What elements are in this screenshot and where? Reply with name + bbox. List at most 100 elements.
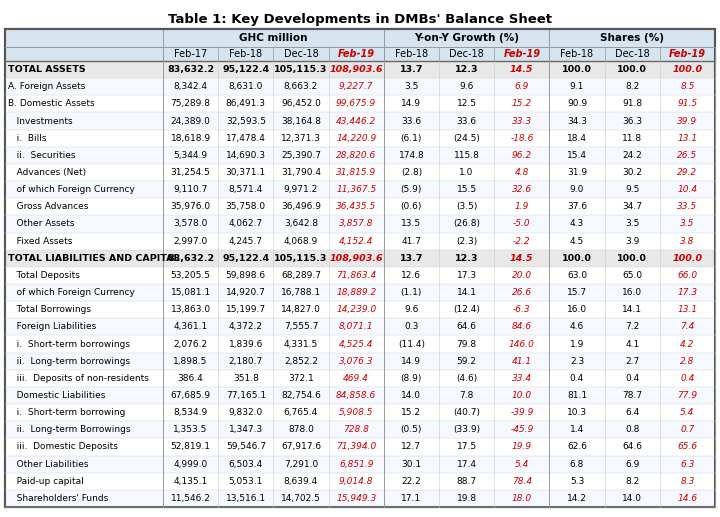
Text: 31.9: 31.9 [567,168,587,177]
Text: 15.7: 15.7 [567,288,587,297]
Text: ii.  Long-term borrowings: ii. Long-term borrowings [8,357,130,366]
Bar [5,216,715,233]
Text: 878.0: 878.0 [288,425,314,434]
Text: 6.8: 6.8 [570,460,584,468]
Text: 3,857.8: 3,857.8 [339,219,374,229]
Text: 0.4: 0.4 [680,374,695,383]
Text: 9.1: 9.1 [570,82,584,91]
Bar [5,78,715,95]
Text: 17.5: 17.5 [456,443,477,451]
Text: 6,503.4: 6,503.4 [229,460,263,468]
Text: 25,390.7: 25,390.7 [281,151,321,160]
Text: 84.6: 84.6 [512,323,532,331]
Text: 12,371.3: 12,371.3 [281,134,321,143]
Text: 81.1: 81.1 [567,391,587,400]
Text: 41.7: 41.7 [402,237,421,246]
Text: 14.0: 14.0 [402,391,421,400]
Text: 28,820.6: 28,820.6 [336,151,377,160]
Text: 3.5: 3.5 [625,219,639,229]
Text: 4,525.4: 4,525.4 [339,340,374,348]
Text: 8,071.1: 8,071.1 [339,323,374,331]
Text: 1.4: 1.4 [570,425,584,434]
Text: 90.9: 90.9 [567,99,587,109]
Text: 29.2: 29.2 [678,168,698,177]
Text: 91.8: 91.8 [622,99,642,109]
Text: 38,164.8: 38,164.8 [281,116,321,126]
Bar [5,387,715,404]
Text: 1,898.5: 1,898.5 [174,357,208,366]
Text: (4.6): (4.6) [456,374,477,383]
Text: 1,353.5: 1,353.5 [174,425,208,434]
Text: 4,372.2: 4,372.2 [229,323,263,331]
Text: Other Liabilities: Other Liabilities [8,460,89,468]
Text: 19.8: 19.8 [456,494,477,503]
Bar [5,301,715,318]
Bar [5,130,715,147]
Text: 14.9: 14.9 [402,357,421,366]
Text: 115.8: 115.8 [454,151,480,160]
Text: 14.2: 14.2 [567,494,587,503]
Text: 17.3: 17.3 [678,288,698,297]
Text: 36,435.5: 36,435.5 [336,202,377,211]
Text: -39.9: -39.9 [510,408,534,417]
Text: 12.5: 12.5 [456,99,477,109]
Text: Y-on-Y Growth (%): Y-on-Y Growth (%) [414,33,519,43]
Text: 1.9: 1.9 [515,202,529,211]
Text: iii.  Deposits of non-residents: iii. Deposits of non-residents [8,374,149,383]
Text: 4.8: 4.8 [515,168,529,177]
Text: (8.9): (8.9) [401,374,422,383]
Text: Dec-18: Dec-18 [615,49,649,59]
Text: 14,827.0: 14,827.0 [281,305,321,314]
Bar [5,95,715,113]
Bar [5,147,715,164]
Text: TOTAL ASSETS: TOTAL ASSETS [8,65,86,74]
Text: 14,220.9: 14,220.9 [336,134,377,143]
Text: 2.3: 2.3 [570,357,584,366]
Text: 4.3: 4.3 [570,219,584,229]
Text: 30.1: 30.1 [401,460,421,468]
Text: 6.3: 6.3 [680,460,695,468]
Text: 372.1: 372.1 [288,374,314,383]
Text: 8,534.9: 8,534.9 [174,408,208,417]
Text: 10.4: 10.4 [678,185,698,194]
Text: 14.5: 14.5 [510,65,534,74]
Text: 62.6: 62.6 [567,443,587,451]
Text: Fixed Assets: Fixed Assets [8,237,73,246]
Text: 108,903.6: 108,903.6 [329,65,383,74]
Text: 174.8: 174.8 [399,151,424,160]
Text: 8,631.0: 8,631.0 [229,82,263,91]
Text: 18.4: 18.4 [567,134,587,143]
Text: 100.0: 100.0 [562,65,592,74]
Text: 18,618.9: 18,618.9 [171,134,211,143]
Text: 10.0: 10.0 [512,391,532,400]
Text: 77.9: 77.9 [678,391,698,400]
Text: Other Assets: Other Assets [8,219,74,229]
Text: Foreign Liabilities: Foreign Liabilities [8,323,96,331]
Text: Feb-19: Feb-19 [338,49,374,59]
Text: 13.7: 13.7 [400,254,423,263]
Text: 35,758.0: 35,758.0 [226,202,266,211]
Text: 17,478.4: 17,478.4 [226,134,266,143]
Text: i.  Bills: i. Bills [8,134,47,143]
Text: 8,639.4: 8,639.4 [284,477,318,486]
Text: 30.2: 30.2 [622,168,642,177]
Text: 35,976.0: 35,976.0 [171,202,211,211]
Text: 14,920.7: 14,920.7 [226,288,266,297]
Text: -45.9: -45.9 [510,425,534,434]
Text: Total Borrowings: Total Borrowings [8,305,91,314]
Bar [5,490,715,507]
Bar [5,233,715,250]
Text: 9.5: 9.5 [625,185,639,194]
Text: 0.3: 0.3 [404,323,418,331]
Bar [5,318,715,336]
Text: 31,790.4: 31,790.4 [281,168,321,177]
Text: 10.3: 10.3 [567,408,587,417]
Text: 5,053.1: 5,053.1 [229,477,263,486]
Text: 4,062.7: 4,062.7 [229,219,263,229]
Bar [5,267,715,284]
Text: 30,371.1: 30,371.1 [226,168,266,177]
Text: 15.2: 15.2 [402,408,421,417]
Text: 31,815.9: 31,815.9 [336,168,377,177]
Text: 0.7: 0.7 [680,425,695,434]
Text: 5,908.5: 5,908.5 [339,408,374,417]
